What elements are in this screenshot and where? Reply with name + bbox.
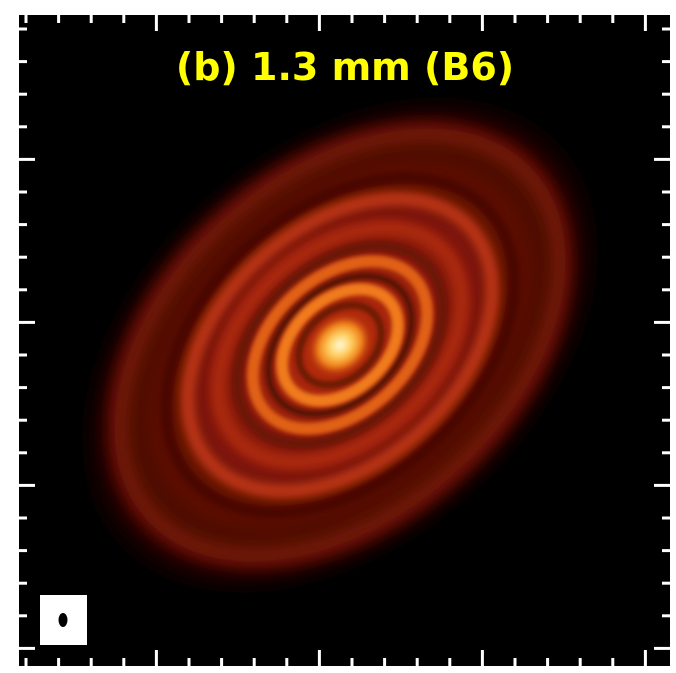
page: (b) 1.3 mm (B6) (() => { const data = JS… [0,0,676,673]
beam-ellipse [59,613,68,627]
panel-title: (b) 1.3 mm (B6) [176,45,514,89]
image-panel: (b) 1.3 mm (B6) [0,0,676,673]
